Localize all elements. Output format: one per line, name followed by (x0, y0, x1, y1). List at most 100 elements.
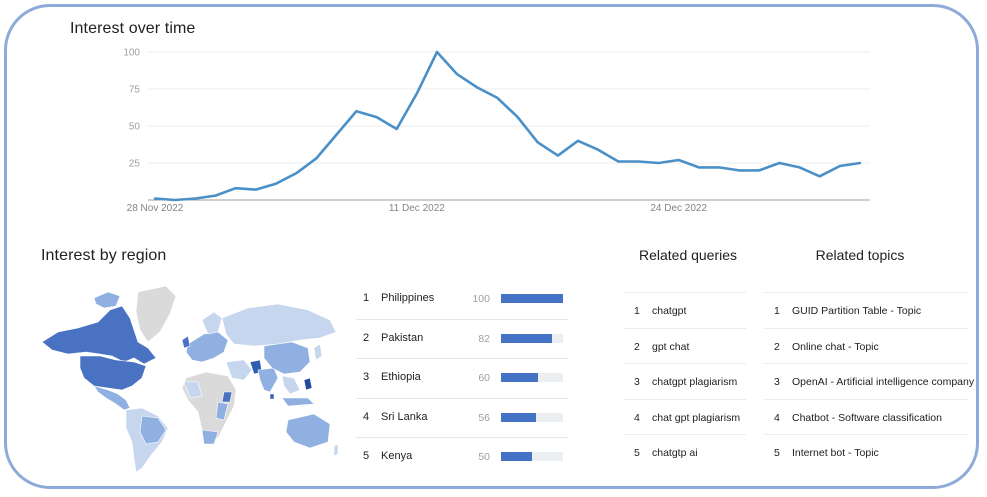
data-point[interactable] (233, 185, 239, 191)
region-value: 100 (472, 293, 490, 305)
data-point[interactable] (192, 196, 198, 202)
related-query-row[interactable]: 3 chatgpt plagiarism (624, 363, 746, 399)
map-indonesia (281, 397, 315, 407)
region-bar-track (501, 412, 563, 422)
related-topic-row[interactable]: 5 Internet bot - Topic (764, 434, 968, 470)
data-point[interactable] (535, 139, 541, 145)
related-topic-row[interactable]: 3 OpenAI - Artificial intelligence compan… (764, 363, 974, 399)
region-rank: 1 (363, 292, 370, 304)
y-tick-label: 50 (129, 122, 141, 133)
related-topic-row[interactable]: 2 Online chat - Topic (764, 327, 968, 364)
data-point[interactable] (253, 187, 259, 193)
related-query-row[interactable]: 1 chatgpt (624, 292, 746, 328)
related-topic-row-label: Online chat - Topic (792, 340, 879, 353)
related-query-row[interactable]: 2 gpt chat (624, 327, 746, 364)
related-topic-row-label: Internet bot - Topic (792, 447, 879, 459)
region-row[interactable]: 4 Sri Lanka 56 (356, 399, 568, 438)
region-name: Pakistan (381, 331, 424, 344)
data-point[interactable] (736, 167, 742, 173)
region-row[interactable]: 3 Ethiopia 60 (356, 359, 568, 399)
y-tick-label: 25 (129, 159, 141, 170)
map-sri-lanka (269, 393, 275, 400)
data-point[interactable] (333, 132, 339, 138)
region-name: Philippines (381, 292, 435, 304)
data-point[interactable] (374, 114, 380, 120)
y-tick-label: 100 (123, 48, 140, 59)
data-point[interactable] (776, 160, 782, 166)
data-point[interactable] (394, 126, 400, 132)
data-point[interactable] (575, 138, 581, 144)
related-topic-row-label: Chatbot - Software classification (792, 411, 942, 424)
related-query-row-label: chatgpt plagiarism (652, 376, 738, 388)
related-query-row[interactable]: 5 chatgtp ai (624, 434, 746, 470)
map-philippines (303, 377, 313, 391)
data-point[interactable] (837, 163, 843, 169)
data-point[interactable] (515, 114, 521, 120)
interest-line-chart[interactable]: 100 75 50 25 28 Nov 2022 11 Dec 2022 24 Dec 20… (0, 0, 987, 230)
map-china (263, 341, 311, 375)
map-south-africa (201, 429, 219, 445)
data-point[interactable] (817, 173, 823, 179)
data-point[interactable] (454, 71, 460, 77)
data-point[interactable] (595, 147, 601, 153)
region-value: 50 (478, 451, 490, 463)
map-india (257, 367, 279, 393)
map-mexico (93, 385, 131, 411)
data-point[interactable] (434, 49, 440, 55)
data-point[interactable] (696, 164, 702, 170)
data-point[interactable] (212, 193, 218, 199)
data-point[interactable] (313, 156, 319, 162)
region-row[interactable]: 5 Kenya 50 (356, 438, 568, 477)
map-uk (181, 335, 191, 349)
map-canada (41, 305, 157, 365)
rank-number: 2 (774, 340, 780, 353)
data-point[interactable] (494, 95, 500, 101)
map-west-africa (183, 381, 203, 399)
related-topic-row[interactable]: 4 Chatbot - Software classification (764, 398, 968, 435)
data-point[interactable] (353, 108, 359, 114)
related-query-row-label: chatgpt (652, 305, 687, 317)
data-point[interactable] (474, 85, 480, 91)
data-point[interactable] (676, 157, 682, 163)
data-point[interactable] (797, 164, 803, 170)
data-point[interactable] (716, 164, 722, 170)
region-row[interactable]: 2 Pakistan 82 (356, 320, 568, 359)
data-point[interactable] (273, 181, 279, 187)
data-point[interactable] (555, 153, 561, 159)
map-new-zealand (333, 443, 339, 457)
region-bar-fill (501, 333, 552, 343)
data-point[interactable] (293, 170, 299, 176)
x-tick-label: 24 Dec 2022 (650, 203, 707, 214)
y-tick-label: 75 (129, 85, 141, 96)
data-point[interactable] (857, 160, 863, 166)
data-point[interactable] (172, 197, 178, 203)
data-point[interactable] (756, 167, 762, 173)
data-point[interactable] (656, 160, 662, 166)
rank-number: 5 (774, 447, 780, 459)
data-point[interactable] (152, 196, 158, 202)
region-row[interactable]: 1 Philippines 100 (356, 280, 568, 320)
related-topics-title: Related topics (815, 247, 905, 263)
region-bar-fill (501, 452, 532, 461)
region-name: Sri Lanka (381, 410, 428, 423)
world-map[interactable] (38, 282, 343, 477)
map-greenland (135, 285, 177, 343)
region-bar-track (501, 294, 563, 303)
data-point[interactable] (635, 159, 641, 165)
data-point[interactable] (615, 159, 621, 165)
rank-number: 2 (634, 340, 640, 353)
interest-by-region-title: Interest by region (41, 247, 167, 264)
related-query-row-label: chat gpt plagiarism (652, 411, 741, 424)
region-rank: 5 (363, 450, 370, 462)
related-queries-list: 1 chatgpt 2 gpt chat 3 chatgpt plagiarism 4 cha… (624, 292, 746, 470)
region-value: 56 (478, 411, 490, 424)
related-topics-list: 1 GUID Partition Table - Topic 2 Online cha… (764, 292, 974, 470)
rank-number: 4 (634, 411, 640, 424)
region-value: 60 (478, 372, 490, 384)
related-query-row-label: chatgtp ai (652, 447, 698, 459)
trends-card (4, 4, 979, 489)
related-topic-row[interactable]: 1 GUID Partition Table - Topic (764, 292, 968, 328)
region-bar-track (501, 333, 563, 343)
data-point[interactable] (414, 90, 420, 96)
related-query-row[interactable]: 4 chat gpt plagiarism (624, 398, 746, 435)
